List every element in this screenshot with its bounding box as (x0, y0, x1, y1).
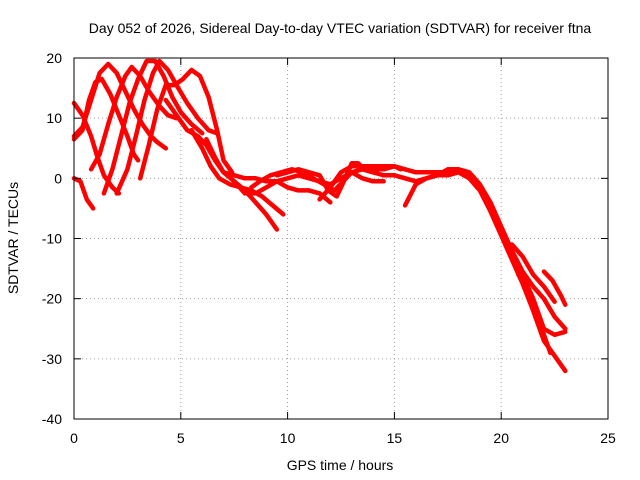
x-tick-label: 15 (387, 430, 403, 446)
series-line-18 (516, 272, 553, 356)
series-line-5 (88, 64, 179, 172)
y-tick-label: 10 (46, 110, 62, 126)
series-line-13 (249, 167, 386, 193)
y-tick-label: -10 (42, 231, 62, 247)
series-line-14 (274, 161, 404, 199)
series-line-3 (71, 176, 96, 211)
x-tick-label: 10 (280, 430, 296, 446)
series-line-20 (509, 242, 557, 304)
x-tick-label: 5 (177, 430, 185, 446)
y-tick-label: -30 (42, 351, 62, 367)
y-tick-label: -40 (42, 411, 62, 427)
x-tick-label: 0 (70, 430, 78, 446)
x-axis-label: GPS time / hours (287, 457, 394, 473)
series-line-19 (541, 269, 568, 307)
x-tick-label: 25 (600, 430, 616, 446)
y-tick-label: -20 (42, 291, 62, 307)
series-line-11 (204, 136, 333, 205)
y-tick-label: 20 (46, 50, 62, 66)
y-axis-label: SDTVAR / TECUs (5, 182, 21, 294)
axes: 0 5 10 15 20 25 -40 -30 -20 -10 0 10 20 (42, 50, 616, 446)
grid-lines (74, 58, 608, 419)
series-line-8 (137, 67, 235, 181)
series-line-6 (101, 58, 205, 196)
chart-title: Day 052 of 2026, Sidereal Day-to-day VTE… (89, 20, 592, 36)
series-line-7 (114, 58, 220, 196)
data-series-group (71, 58, 568, 374)
x-tick-label: 20 (493, 430, 509, 446)
y-tick-label: 0 (54, 170, 62, 186)
